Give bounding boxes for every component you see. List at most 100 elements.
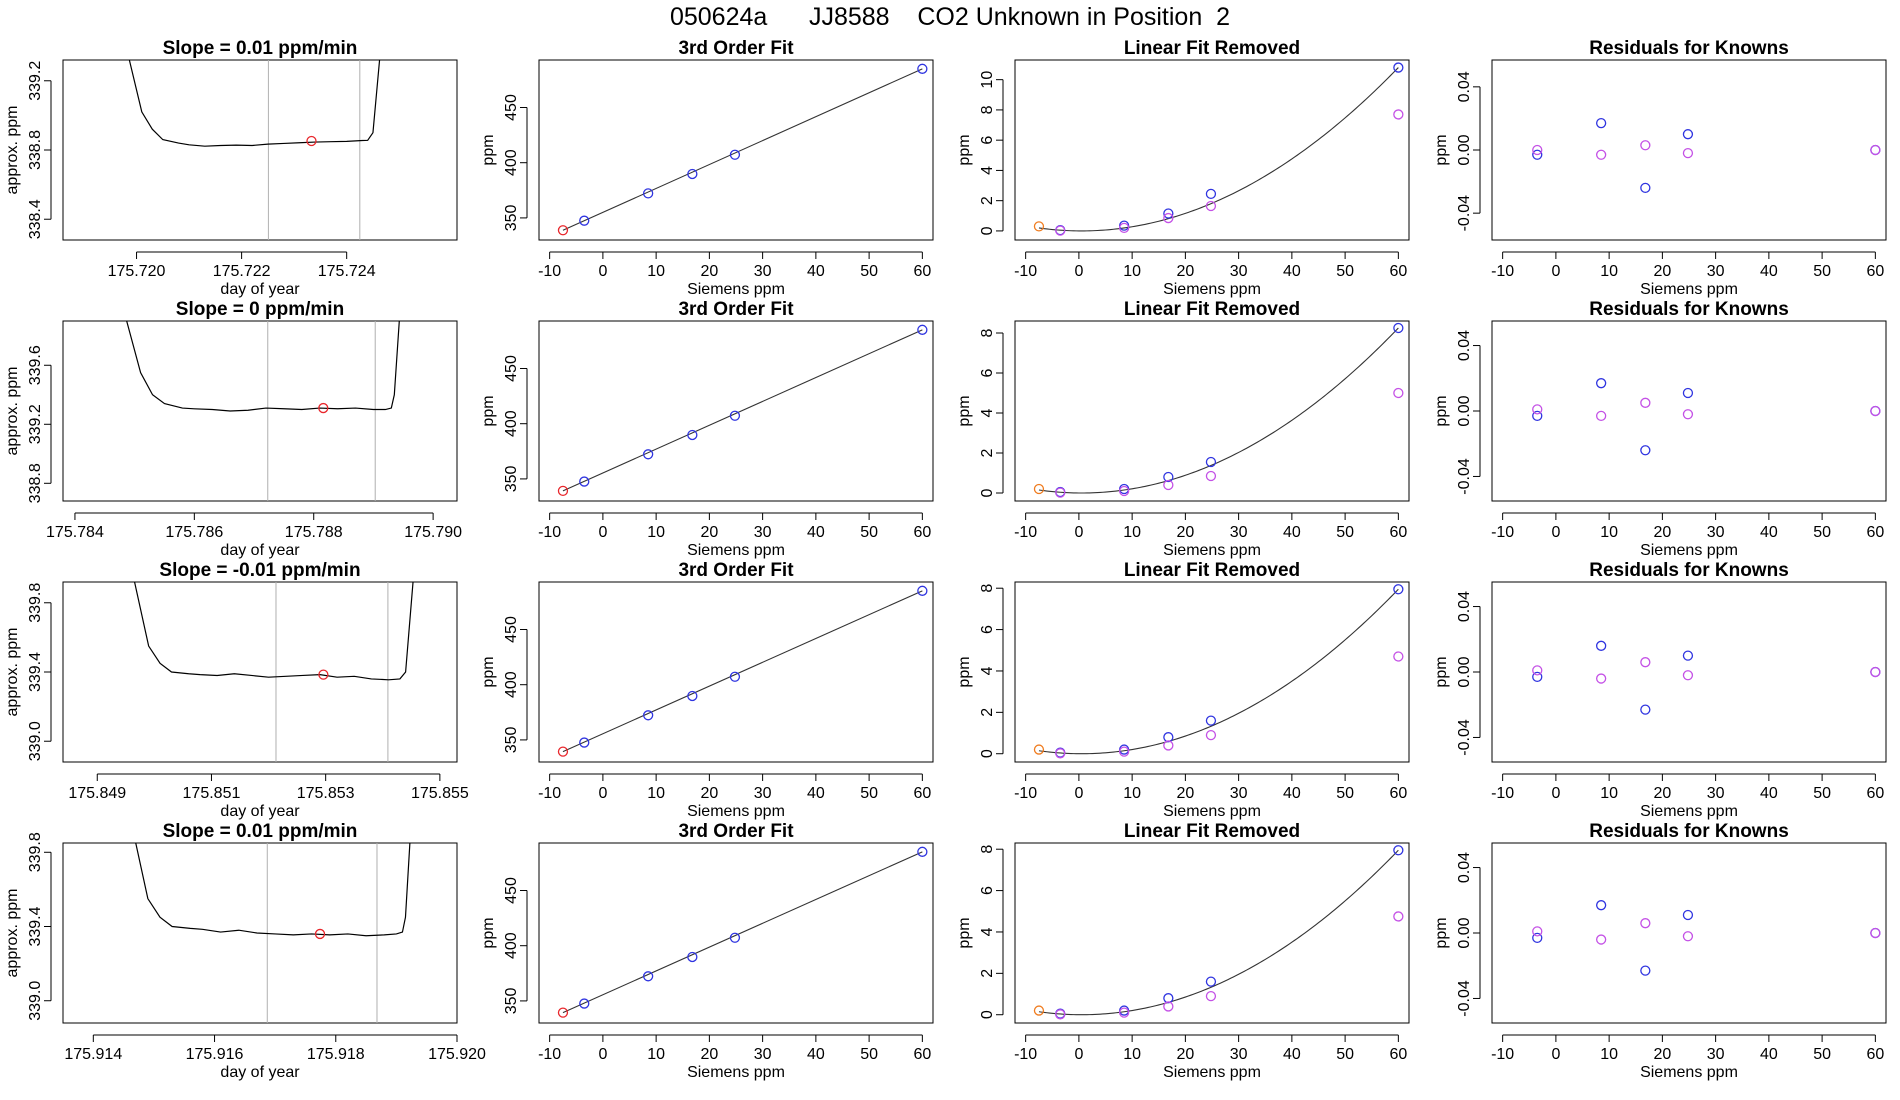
y-tick-label: 0.04: [1456, 71, 1473, 102]
data-point-blue: [1682, 650, 1694, 661]
data-point-magenta: [1163, 479, 1174, 491]
data-point-magenta: [1640, 918, 1651, 929]
data-point-blue: [1640, 704, 1651, 715]
y-tick-label: 4: [979, 666, 996, 675]
data-point-blue: [1393, 62, 1404, 73]
y-axis-label: ppm: [1433, 656, 1450, 687]
x-tick-label: 40: [807, 785, 825, 802]
data-point-magenta: [1595, 934, 1607, 945]
y-tick-label: 338.8: [27, 463, 44, 503]
x-tick-label: 0: [1551, 524, 1560, 541]
data-point-blue: [1163, 993, 1174, 1004]
y-tick-label: 339.2: [27, 61, 44, 101]
x-tick-label: 60: [1866, 1046, 1884, 1063]
x-tick-label: 30: [1707, 524, 1725, 541]
y-tick-label: 0.04: [1456, 852, 1473, 883]
data-point-blue: [917, 63, 928, 74]
y-tick-label: 4: [979, 166, 996, 175]
x-tick-label: 30: [1707, 785, 1725, 802]
x-tick-label: 50: [1336, 263, 1354, 280]
data-point-blue: [1163, 732, 1174, 743]
x-tick-label: 60: [913, 1046, 931, 1063]
x-tick-label: 50: [860, 263, 878, 280]
data-point-magenta: [1640, 140, 1651, 151]
data-point-magenta: [1595, 673, 1607, 684]
data-point-blue: [687, 429, 698, 441]
fit-curve: [562, 329, 923, 492]
plot-area: [557, 63, 928, 236]
data-point-blue: [687, 951, 698, 963]
y-tick-label: 400: [503, 932, 520, 959]
data-point-magenta: [1055, 487, 1066, 498]
x-axis-label: Siemens ppm: [1163, 542, 1261, 559]
y-tick-label: 450: [503, 877, 520, 904]
x-tick-label: 10: [647, 263, 665, 280]
plot-area: [557, 585, 928, 757]
plot-area: [1532, 900, 1881, 976]
y-tick-label: 338.8: [27, 130, 44, 170]
x-tick-label: 60: [913, 524, 931, 541]
y-tick-label: 0: [979, 226, 996, 235]
data-point-blue: [579, 215, 590, 226]
panel-title: 3rd Order Fit: [678, 821, 794, 842]
data-point-magenta: [1163, 212, 1174, 224]
x-axis-label: Siemens ppm: [1163, 1064, 1261, 1081]
x-tick-label: 175.853: [297, 785, 355, 802]
data-point-blue: [1532, 410, 1543, 422]
plot-frame: [1014, 581, 1410, 763]
x-tick-label: 20: [700, 524, 718, 541]
chart-2-res: Residuals for Knowns -10 0 10 20 30 40 50 60 Siem…: [1433, 299, 1887, 559]
x-tick-label: 175.786: [165, 524, 223, 541]
x-tick-label: 30: [1707, 1046, 1725, 1063]
plot-frame: [1491, 320, 1887, 502]
y-tick-label: -0.04: [1456, 458, 1473, 495]
x-axis-label: Siemens ppm: [1640, 803, 1738, 820]
x-tick-label: 0: [1074, 263, 1083, 280]
fit-curve: [562, 68, 923, 231]
plot-frame: [1014, 59, 1410, 241]
y-tick-label: 338.4: [27, 199, 44, 239]
y-tick-label: -0.04: [1456, 719, 1473, 756]
x-axis-label: Siemens ppm: [687, 281, 785, 298]
plot-frame: [62, 842, 458, 1024]
data-point-magenta: [1682, 670, 1694, 681]
x-tick-label: 10: [647, 785, 665, 802]
x-tick-label: -10: [1014, 524, 1037, 541]
data-point-magenta: [1055, 225, 1066, 236]
data-point-blue: [1595, 900, 1607, 911]
chart-1-lin: Linear Fit Removed-10 0 10 20 30 40 50 60Siemen…: [956, 38, 1410, 298]
x-tick-label: 175.784: [46, 524, 104, 541]
x-tick-label: 50: [1813, 1046, 1831, 1063]
x-tick-label: 10: [647, 1046, 665, 1063]
x-tick-label: 40: [1283, 263, 1301, 280]
y-tick-label: 0.04: [1456, 330, 1473, 361]
x-tick-label: 10: [1600, 263, 1618, 280]
x-axis-label: Siemens ppm: [1163, 281, 1261, 298]
y-axis-label: ppm: [956, 395, 973, 426]
x-tick-label: 40: [1760, 524, 1778, 541]
panel-title: 3rd Order Fit: [678, 560, 794, 581]
mean-point: [306, 135, 317, 147]
data-point-magenta: [1595, 410, 1607, 422]
y-axis-label: approx. ppm: [4, 889, 21, 978]
x-tick-label: 60: [1866, 785, 1884, 802]
x-tick-label: 0: [598, 263, 607, 280]
data-point-magenta: [1682, 409, 1694, 420]
mean-point: [318, 669, 329, 680]
panel-title: Slope = 0.01 ppm/min: [163, 821, 358, 842]
x-tick-label: 50: [1813, 524, 1831, 541]
chart-4-res: Residuals for Knowns -10 0 10 20 30 40 50 60 Siem…: [1433, 821, 1887, 1081]
y-tick-label: 2: [979, 708, 996, 717]
y-tick-label: 6: [979, 625, 996, 634]
mean-point: [314, 928, 326, 940]
x-tick-label: 60: [1389, 785, 1407, 802]
chart-4-lin: Linear Fit Removed-10 0 10 20 30 40 50 60Siemen…: [956, 821, 1410, 1081]
data-point-blue: [1532, 932, 1543, 944]
y-tick-label: -0.04: [1456, 980, 1473, 1017]
figure-title: 050624a JJ8588 CO2 Unknown in Position 2: [669, 3, 1231, 31]
x-tick-label: 50: [860, 524, 878, 541]
data-point-magenta: [1595, 149, 1607, 160]
data-point-blue: [579, 476, 590, 487]
y-tick-label: 339.2: [27, 404, 44, 444]
y-tick-label: 0.00: [1456, 656, 1473, 687]
